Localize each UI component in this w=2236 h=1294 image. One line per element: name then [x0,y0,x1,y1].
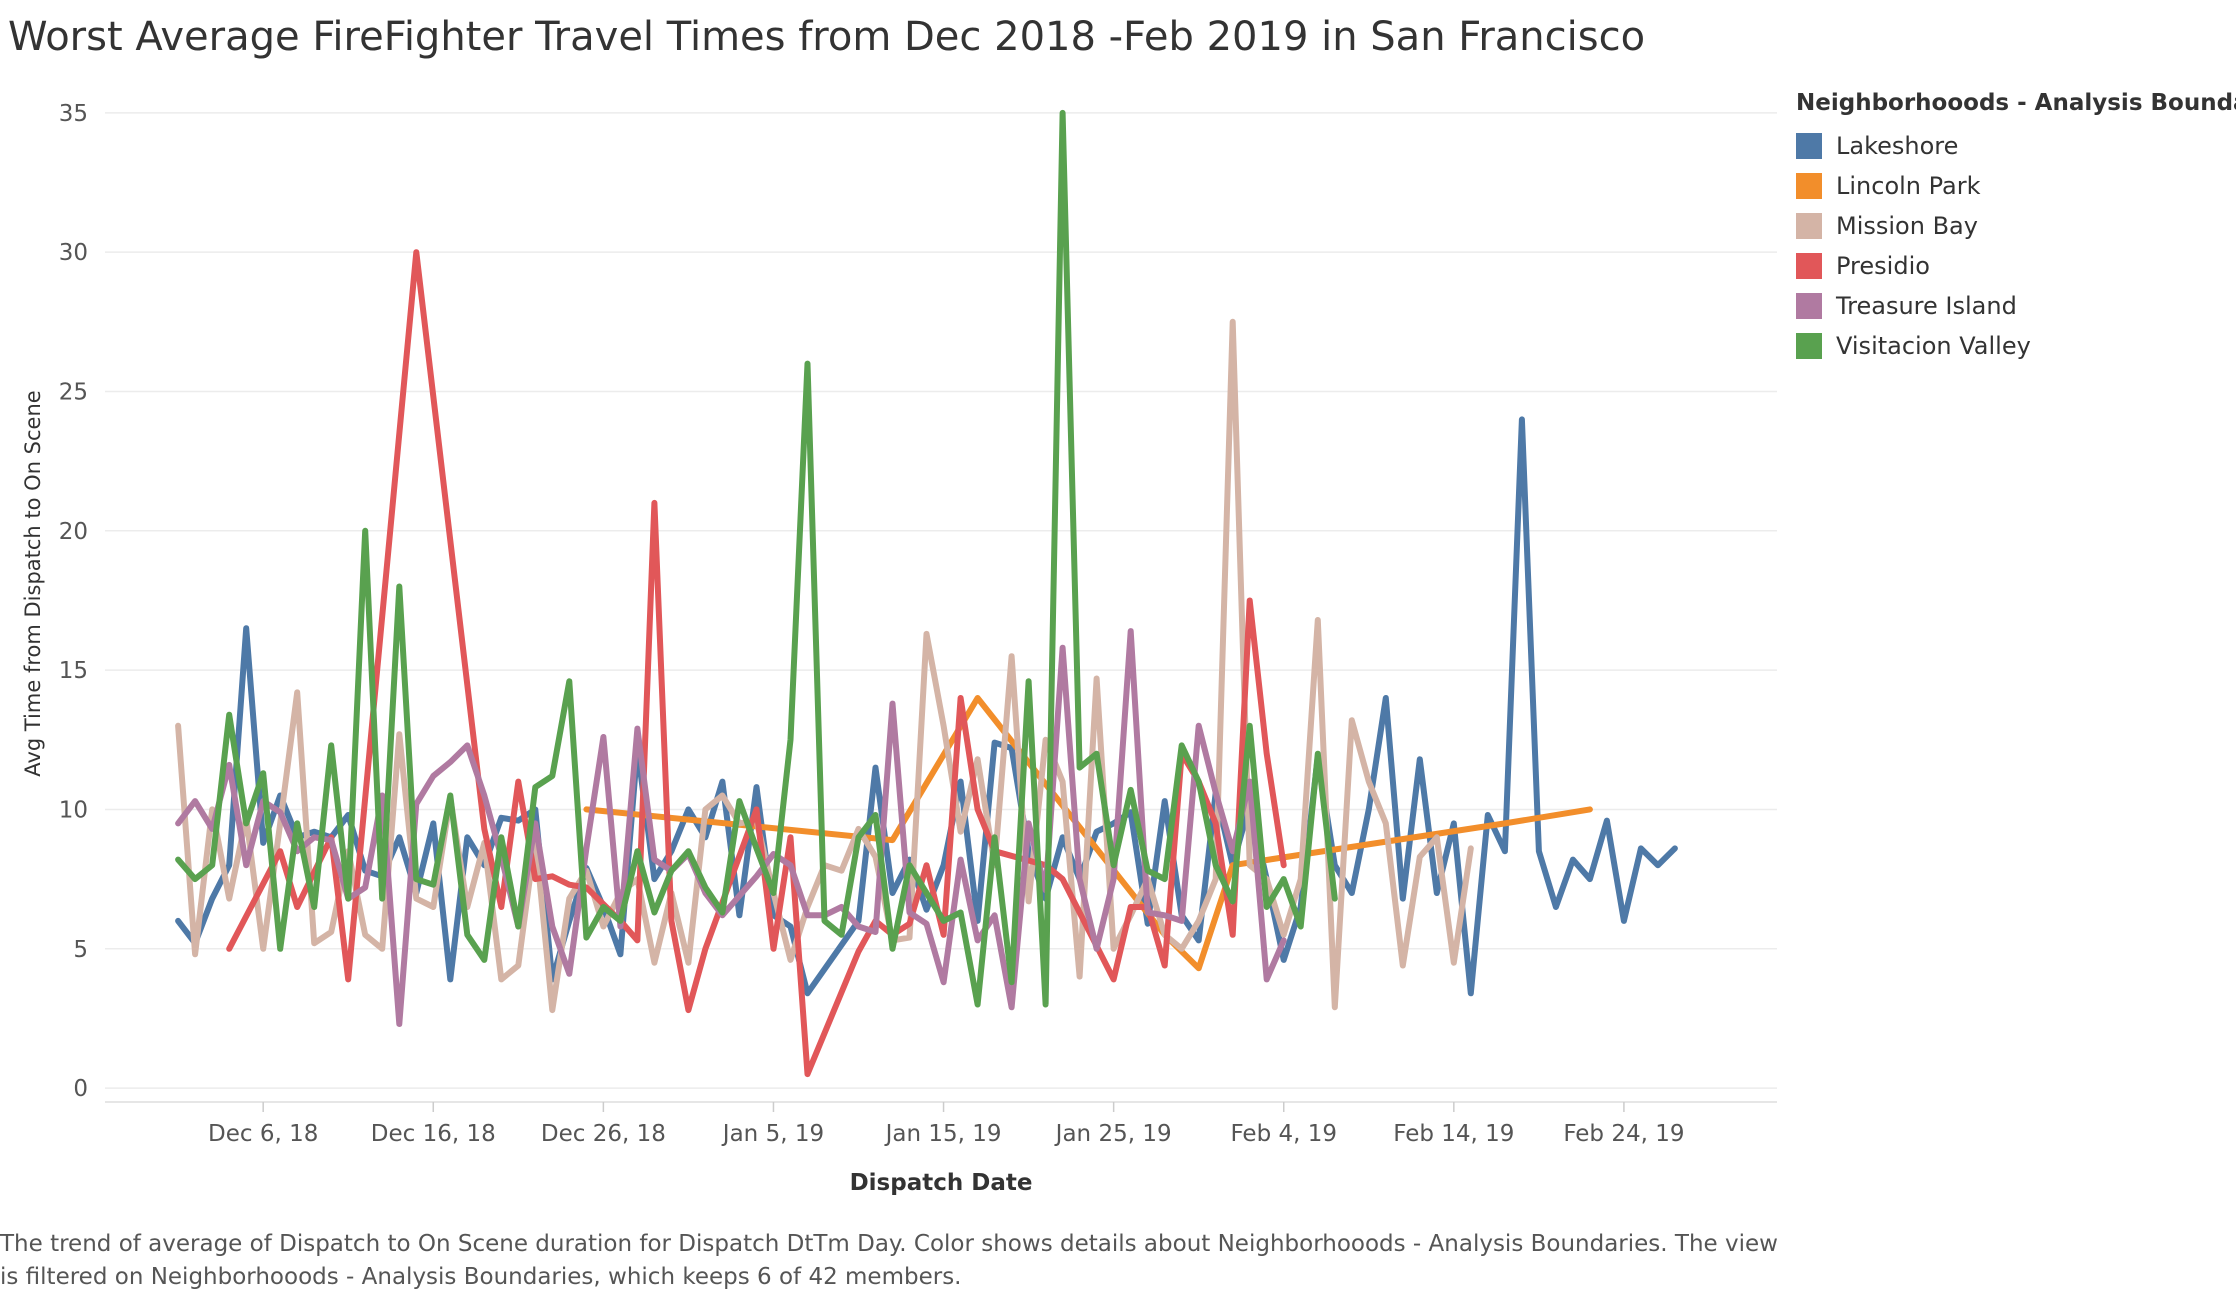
legend-item-lakeshore[interactable]: Lakeshore [1796,126,2236,166]
x-tick-label: Feb 24, 19 [1563,1121,1684,1147]
legend-label: Treasure Island [1836,292,2017,320]
x-tick-label: Dec 16, 18 [371,1121,496,1147]
y-tick-label: 10 [59,797,88,823]
y-tick-label: 0 [73,1076,88,1102]
legend-item-treasure-island[interactable]: Treasure Island [1796,286,2236,326]
y-tick-label: 30 [59,240,88,266]
y-tick-label: 5 [73,937,88,963]
x-axis-title: Dispatch Date [850,1170,1033,1196]
y-tick-label: 20 [59,519,88,545]
x-tick-label: Jan 15, 19 [884,1121,1002,1147]
legend-label: Mission Bay [1836,212,1978,240]
legend-swatch [1796,133,1822,159]
x-tick-label: Dec 26, 18 [541,1121,666,1147]
y-tick-label: 25 [59,379,88,405]
legend-label: Visitacion Valley [1836,332,2031,360]
legend-swatch [1796,253,1822,279]
legend: Neighborhooods - Analysis Boundaries Lak… [1796,90,2236,366]
x-tick-label: Dec 6, 18 [208,1121,318,1147]
legend-swatch [1796,173,1822,199]
legend-title: Neighborhooods - Analysis Boundaries [1796,90,2236,116]
y-tick-label: 15 [59,658,88,684]
x-tick-label: Feb 4, 19 [1230,1121,1337,1147]
line-chart: 0 5 10 15 20 25 30 35 Dec 6, 18 Dec 16, 18 Dec 26,… [21,101,1777,1196]
legend-item-lincoln-park[interactable]: Lincoln Park [1796,166,2236,206]
x-tick-label: Jan 5, 19 [721,1121,824,1147]
legend-swatch [1796,213,1822,239]
series-line-visitacion-valley [175,109,1338,1008]
legend-swatch [1796,293,1822,319]
legend-item-visitacion-valley[interactable]: Visitacion Valley [1796,326,2236,366]
series-line-lakeshore [175,416,1678,997]
legend-swatch [1796,333,1822,359]
y-axis-title: Avg Time from Dispatch to On Scene [21,390,45,776]
legend-label: Lincoln Park [1836,172,1981,200]
chart-title: Worst Average FireFighter Travel Times f… [8,14,1646,60]
legend-label: Lakeshore [1836,132,1959,160]
x-tick-label: Jan 25, 19 [1054,1121,1172,1147]
legend-item-presidio[interactable]: Presidio [1796,246,2236,286]
x-tick-label: Feb 14, 19 [1393,1121,1514,1147]
series-line-treasure-island [175,628,1287,1027]
y-tick-label: 35 [59,101,88,127]
chart-caption: The trend of average of Dispatch to On S… [0,1231,1778,1290]
legend-items: Lakeshore Lincoln Park Mission Bay Presidio… [1796,126,2236,366]
legend-label: Presidio [1836,252,1930,280]
legend-item-mission-bay[interactable]: Mission Bay [1796,206,2236,246]
